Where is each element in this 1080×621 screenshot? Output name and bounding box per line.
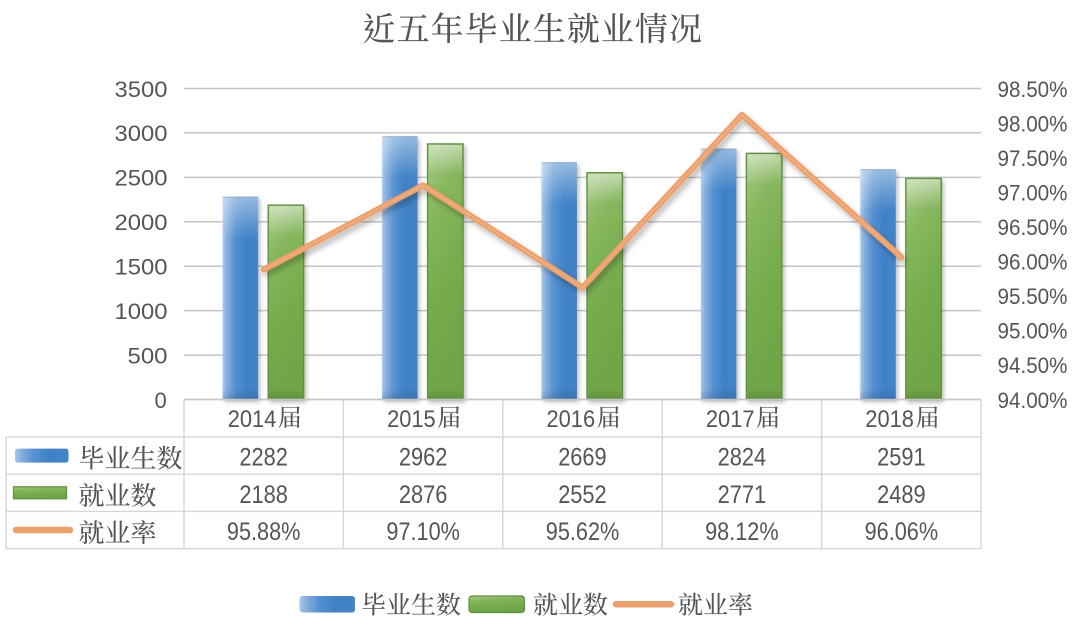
svg-text:98.50%: 98.50% — [998, 77, 1068, 102]
svg-text:2591: 2591 — [877, 444, 926, 472]
svg-text:2016: 2016 — [547, 406, 596, 433]
svg-text:95.50%: 95.50% — [998, 284, 1068, 309]
svg-text:96.50%: 96.50% — [998, 215, 1068, 240]
svg-text:2962: 2962 — [399, 444, 448, 472]
svg-text:2015: 2015 — [387, 406, 436, 433]
svg-text:94.00%: 94.00% — [998, 388, 1068, 413]
svg-text:2669: 2669 — [558, 444, 607, 472]
svg-text:97.10%: 97.10% — [386, 518, 460, 546]
svg-text:2552: 2552 — [558, 481, 607, 509]
svg-text:2014: 2014 — [228, 406, 277, 433]
svg-text:95.62%: 95.62% — [546, 518, 620, 546]
svg-text:98.12%: 98.12% — [705, 518, 779, 546]
svg-text:2188: 2188 — [239, 481, 288, 509]
svg-text:2018: 2018 — [865, 406, 914, 433]
svg-text:95.88%: 95.88% — [227, 518, 301, 546]
svg-text:2876: 2876 — [399, 481, 448, 509]
svg-text:1500: 1500 — [115, 255, 168, 280]
svg-text:2000: 2000 — [115, 210, 168, 235]
svg-text:500: 500 — [128, 343, 168, 368]
svg-text:94.50%: 94.50% — [998, 353, 1068, 378]
svg-text:2282: 2282 — [239, 444, 288, 472]
svg-text:95.00%: 95.00% — [998, 319, 1068, 344]
svg-text:2017: 2017 — [706, 406, 755, 433]
svg-text:96.00%: 96.00% — [998, 250, 1068, 275]
svg-text:2771: 2771 — [718, 481, 767, 509]
svg-text:97.00%: 97.00% — [998, 181, 1068, 206]
svg-text:98.00%: 98.00% — [998, 111, 1068, 136]
svg-text:2824: 2824 — [718, 444, 767, 472]
svg-text:97.50%: 97.50% — [998, 146, 1068, 171]
svg-text:2489: 2489 — [877, 481, 926, 509]
svg-text:3000: 3000 — [115, 121, 168, 146]
svg-text:96.06%: 96.06% — [865, 518, 939, 546]
svg-text:1000: 1000 — [115, 299, 168, 324]
svg-text:2500: 2500 — [115, 166, 168, 191]
svg-text:3500: 3500 — [115, 77, 168, 102]
svg-text:0: 0 — [155, 388, 167, 413]
